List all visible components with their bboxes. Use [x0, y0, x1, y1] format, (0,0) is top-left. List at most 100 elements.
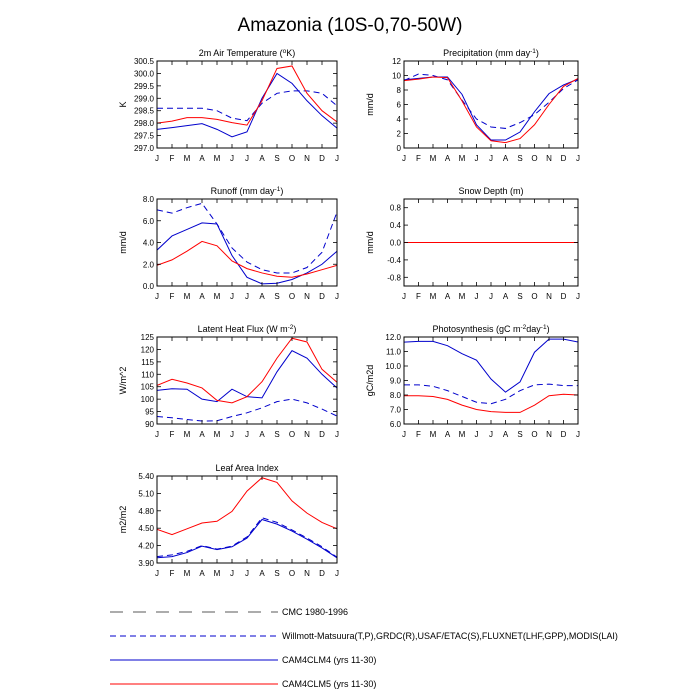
- panel-title: 2m Air Temperature (oK): [199, 48, 296, 59]
- plot-frame: [156, 336, 338, 425]
- x-tick-label: J: [155, 154, 159, 163]
- x-tick-label: A: [445, 154, 451, 163]
- y-tick-label: 8.0: [390, 391, 402, 400]
- plot-frame: [156, 475, 338, 564]
- y-tick-label: 6: [397, 101, 402, 110]
- plot-frame: [156, 60, 338, 149]
- x-tick-label: A: [445, 292, 451, 301]
- x-tick-label: A: [199, 569, 205, 578]
- legend-label: CAM4CLM5 (yrs 11-30): [282, 679, 376, 689]
- series-line-0: [157, 202, 337, 274]
- x-tick-label: M: [214, 292, 221, 301]
- x-tick-label: D: [319, 292, 325, 301]
- x-tick-label: O: [289, 569, 295, 578]
- series-line-0: [157, 90, 337, 122]
- y-axis-label: K: [118, 101, 128, 107]
- panels: 297.0 297.5 298.0 298.5 299.0 299.5 300.0 300.5…: [118, 48, 580, 579]
- panel-title: Precipitation (mm day-1): [443, 48, 539, 59]
- x-tick-label: D: [319, 569, 325, 578]
- x-tick-label: D: [561, 154, 567, 163]
- x-tick-label: M: [214, 154, 221, 163]
- panel-lai: 3.904.204.504.805.105.40J F M A M J J A S O N D Jm2/…: [118, 463, 339, 578]
- y-tick-label: 299.5: [134, 82, 155, 91]
- x-tick-label: M: [430, 430, 437, 439]
- series-line-2: [404, 76, 578, 144]
- legend-label: CAM4CLM4 (yrs 11-30): [282, 655, 376, 665]
- y-axis-label: mm/d: [365, 231, 375, 254]
- y-tick-label: 8.0: [143, 195, 155, 204]
- x-tick-label: M: [459, 430, 466, 439]
- y-tick-label: 6.0: [143, 217, 155, 226]
- legend-item: CAM4CLM4 (yrs 11-30): [110, 655, 376, 665]
- x-tick-label: J: [245, 292, 249, 301]
- x-tick-label: F: [170, 292, 175, 301]
- x-tick-label: J: [230, 569, 234, 578]
- x-tick-label: F: [170, 154, 175, 163]
- x-tick-label: M: [430, 292, 437, 301]
- x-tick-label: F: [416, 154, 421, 163]
- x-tick-label: J: [402, 430, 406, 439]
- panel-title: Latent Heat Flux (W m-2): [198, 324, 297, 335]
- x-tick-label: J: [155, 569, 159, 578]
- x-tick-label: M: [184, 292, 191, 301]
- legend-item: CAM4CLM5 (yrs 11-30): [110, 679, 376, 689]
- y-tick-label: 10: [392, 72, 401, 81]
- x-tick-label: S: [517, 154, 522, 163]
- y-tick-label: 297.5: [134, 132, 155, 141]
- y-tick-label: 4: [397, 115, 402, 124]
- series-line-1: [157, 518, 337, 559]
- series-line-2: [157, 240, 337, 278]
- y-tick-label: 90: [145, 420, 154, 429]
- series-line-0: [157, 398, 337, 422]
- x-tick-label: A: [503, 430, 509, 439]
- x-tick-label: O: [531, 292, 537, 301]
- x-tick-label: S: [274, 292, 279, 301]
- series-line-2: [157, 337, 337, 404]
- x-tick-label: M: [184, 430, 191, 439]
- y-tick-label: 300.5: [134, 57, 155, 66]
- legend: CMC 1980-1996 Willmott-Matsuura(T,P),GRDC…: [110, 607, 618, 689]
- y-tick-label: 3.90: [138, 559, 154, 568]
- y-tick-label: 10.0: [385, 362, 401, 371]
- x-tick-label: O: [289, 154, 295, 163]
- legend-label: CMC 1980-1996: [282, 607, 348, 617]
- x-tick-label: S: [274, 430, 279, 439]
- panel-tsa: 297.0 297.5 298.0 298.5 299.0 299.5 300.0 300.5…: [118, 48, 339, 164]
- x-tick-label: S: [517, 292, 522, 301]
- y-tick-label: 0.0: [143, 282, 155, 291]
- x-tick-label: J: [245, 569, 249, 578]
- x-tick-label: J: [230, 154, 234, 163]
- legend-item: CMC 1980-1996: [110, 607, 348, 617]
- x-tick-label: A: [199, 430, 205, 439]
- y-tick-label: 105: [141, 383, 155, 392]
- y-tick-label: 0.4: [390, 221, 402, 230]
- y-tick-label: 297.0: [134, 144, 155, 153]
- x-tick-label: N: [304, 292, 310, 301]
- figure-title: Amazonia (10S-0,70-50W): [238, 15, 463, 36]
- x-tick-label: J: [576, 292, 580, 301]
- x-tick-label: M: [430, 154, 437, 163]
- y-tick-label: 298.0: [134, 119, 155, 128]
- x-tick-label: J: [155, 430, 159, 439]
- x-tick-label: M: [214, 430, 221, 439]
- x-tick-label: N: [546, 430, 552, 439]
- x-tick-label: A: [259, 430, 265, 439]
- y-tick-label: 2.0: [143, 260, 155, 269]
- legend-label: Willmott-Matsuura(T,P),GRDC(R),USAF/ETAC…: [282, 631, 618, 641]
- y-tick-label: 100: [141, 395, 155, 404]
- x-tick-label: J: [489, 154, 493, 163]
- x-tick-label: M: [184, 154, 191, 163]
- x-tick-label: J: [475, 430, 479, 439]
- panel-gpp: 6.07.08.09.010.011.012.0J F M A M J J A S O N D JgC/…: [365, 324, 580, 440]
- x-tick-label: A: [259, 292, 265, 301]
- x-tick-label: O: [531, 430, 537, 439]
- series-line-1: [157, 350, 337, 403]
- y-axis-label: mm/d: [118, 231, 128, 254]
- y-tick-label: 4.0: [143, 239, 155, 248]
- series-line-1: [157, 72, 337, 138]
- y-tick-label: 5.40: [138, 472, 154, 481]
